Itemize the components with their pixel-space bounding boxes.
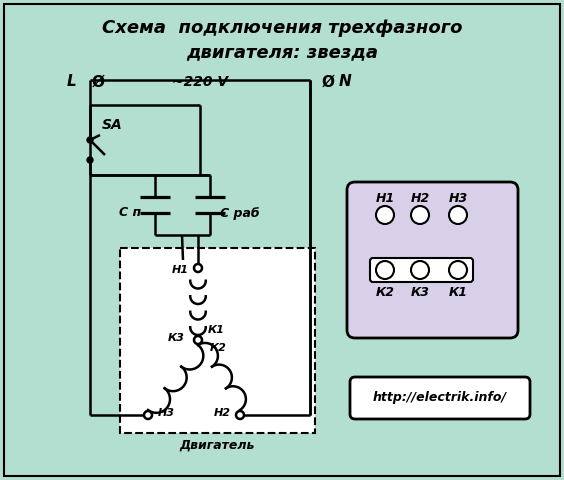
FancyBboxPatch shape — [350, 377, 530, 419]
Text: Схема  подключения трехфазного: Схема подключения трехфазного — [102, 19, 462, 37]
Text: N: N — [338, 74, 351, 89]
Circle shape — [449, 206, 467, 224]
Text: Н3: Н3 — [157, 408, 174, 418]
Text: Н2: Н2 — [214, 408, 231, 418]
Text: К3: К3 — [168, 333, 184, 343]
FancyBboxPatch shape — [347, 182, 518, 338]
Text: L: L — [67, 74, 77, 89]
Text: К1: К1 — [208, 325, 224, 335]
FancyBboxPatch shape — [370, 258, 473, 282]
Text: Н1: Н1 — [376, 192, 395, 204]
Circle shape — [194, 336, 202, 344]
Circle shape — [411, 206, 429, 224]
Text: Н1: Н1 — [171, 265, 188, 275]
Text: Н3: Н3 — [448, 192, 468, 204]
Text: К3: К3 — [411, 286, 430, 299]
Text: Н2: Н2 — [411, 192, 430, 204]
Text: ~220 V: ~220 V — [172, 75, 228, 89]
Circle shape — [376, 206, 394, 224]
Text: К1: К1 — [448, 286, 468, 299]
Circle shape — [87, 137, 93, 143]
Text: К2: К2 — [376, 286, 394, 299]
Text: http://electrik.info/: http://electrik.info/ — [373, 392, 507, 405]
Text: Двигатель: Двигатель — [180, 439, 255, 452]
Circle shape — [449, 261, 467, 279]
Text: двигателя: звезда: двигателя: звезда — [186, 43, 378, 61]
Circle shape — [87, 157, 93, 163]
Circle shape — [194, 264, 202, 272]
FancyBboxPatch shape — [120, 248, 315, 433]
Text: К2: К2 — [210, 343, 226, 353]
Circle shape — [376, 261, 394, 279]
Text: С раб: С раб — [220, 206, 260, 219]
Circle shape — [236, 411, 244, 419]
Circle shape — [144, 411, 152, 419]
Text: Ø: Ø — [91, 74, 104, 89]
Text: SA: SA — [102, 118, 122, 132]
Circle shape — [411, 261, 429, 279]
Text: С п: С п — [119, 206, 141, 219]
Text: Ø: Ø — [321, 74, 334, 89]
